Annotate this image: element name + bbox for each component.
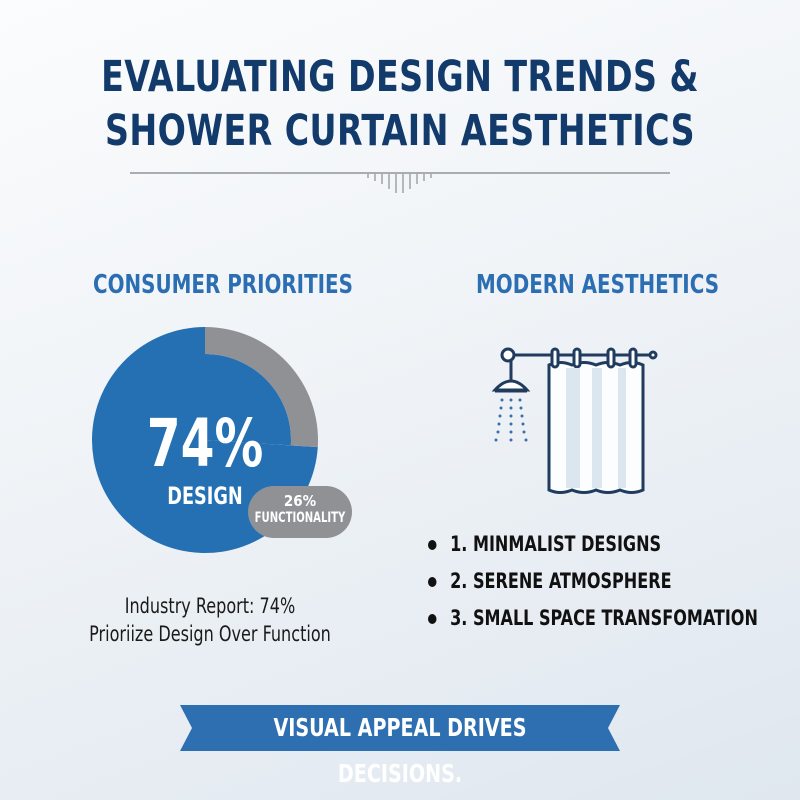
bullet-icon <box>428 614 437 624</box>
page-title: EVALUATING DESIGN TRENDS & SHOWER CURTAI… <box>101 52 699 156</box>
design-percent: 74% <box>146 405 264 482</box>
slice-design-inner <box>205 354 291 446</box>
list-item: 3. SMALL SPACE TRANSFOMATION <box>428 606 758 643</box>
title-divider <box>130 172 670 174</box>
shower-curtain-icon <box>491 347 658 494</box>
design-label: DESIGN <box>167 482 243 510</box>
aesthetics-list: 1. MINMALIST DESIGNS 2. SERENE ATMOSPHER… <box>428 532 800 643</box>
list-item: 2. SERENE ATMOSPHERE <box>428 569 758 606</box>
banner-ribbon <box>180 705 620 751</box>
banner-text: VISUAL APPEAL DRIVES DECISIONS. <box>273 713 527 788</box>
bullet-icon <box>428 540 437 550</box>
slice-functionality <box>205 327 318 448</box>
divider-ticks <box>367 174 432 193</box>
consumer-priorities-heading: CONSUMER PRIORITIES <box>93 270 353 300</box>
bullet-icon <box>428 577 437 587</box>
modern-aesthetics-heading: MODERN AESTHETICS <box>476 270 720 300</box>
list-item: 1. MINMALIST DESIGNS <box>428 532 758 569</box>
functionality-badge: 26% FUNCTIONALITY <box>248 486 352 538</box>
industry-report-caption: Industry Report: 74% Prioriize Design Ov… <box>89 594 331 646</box>
